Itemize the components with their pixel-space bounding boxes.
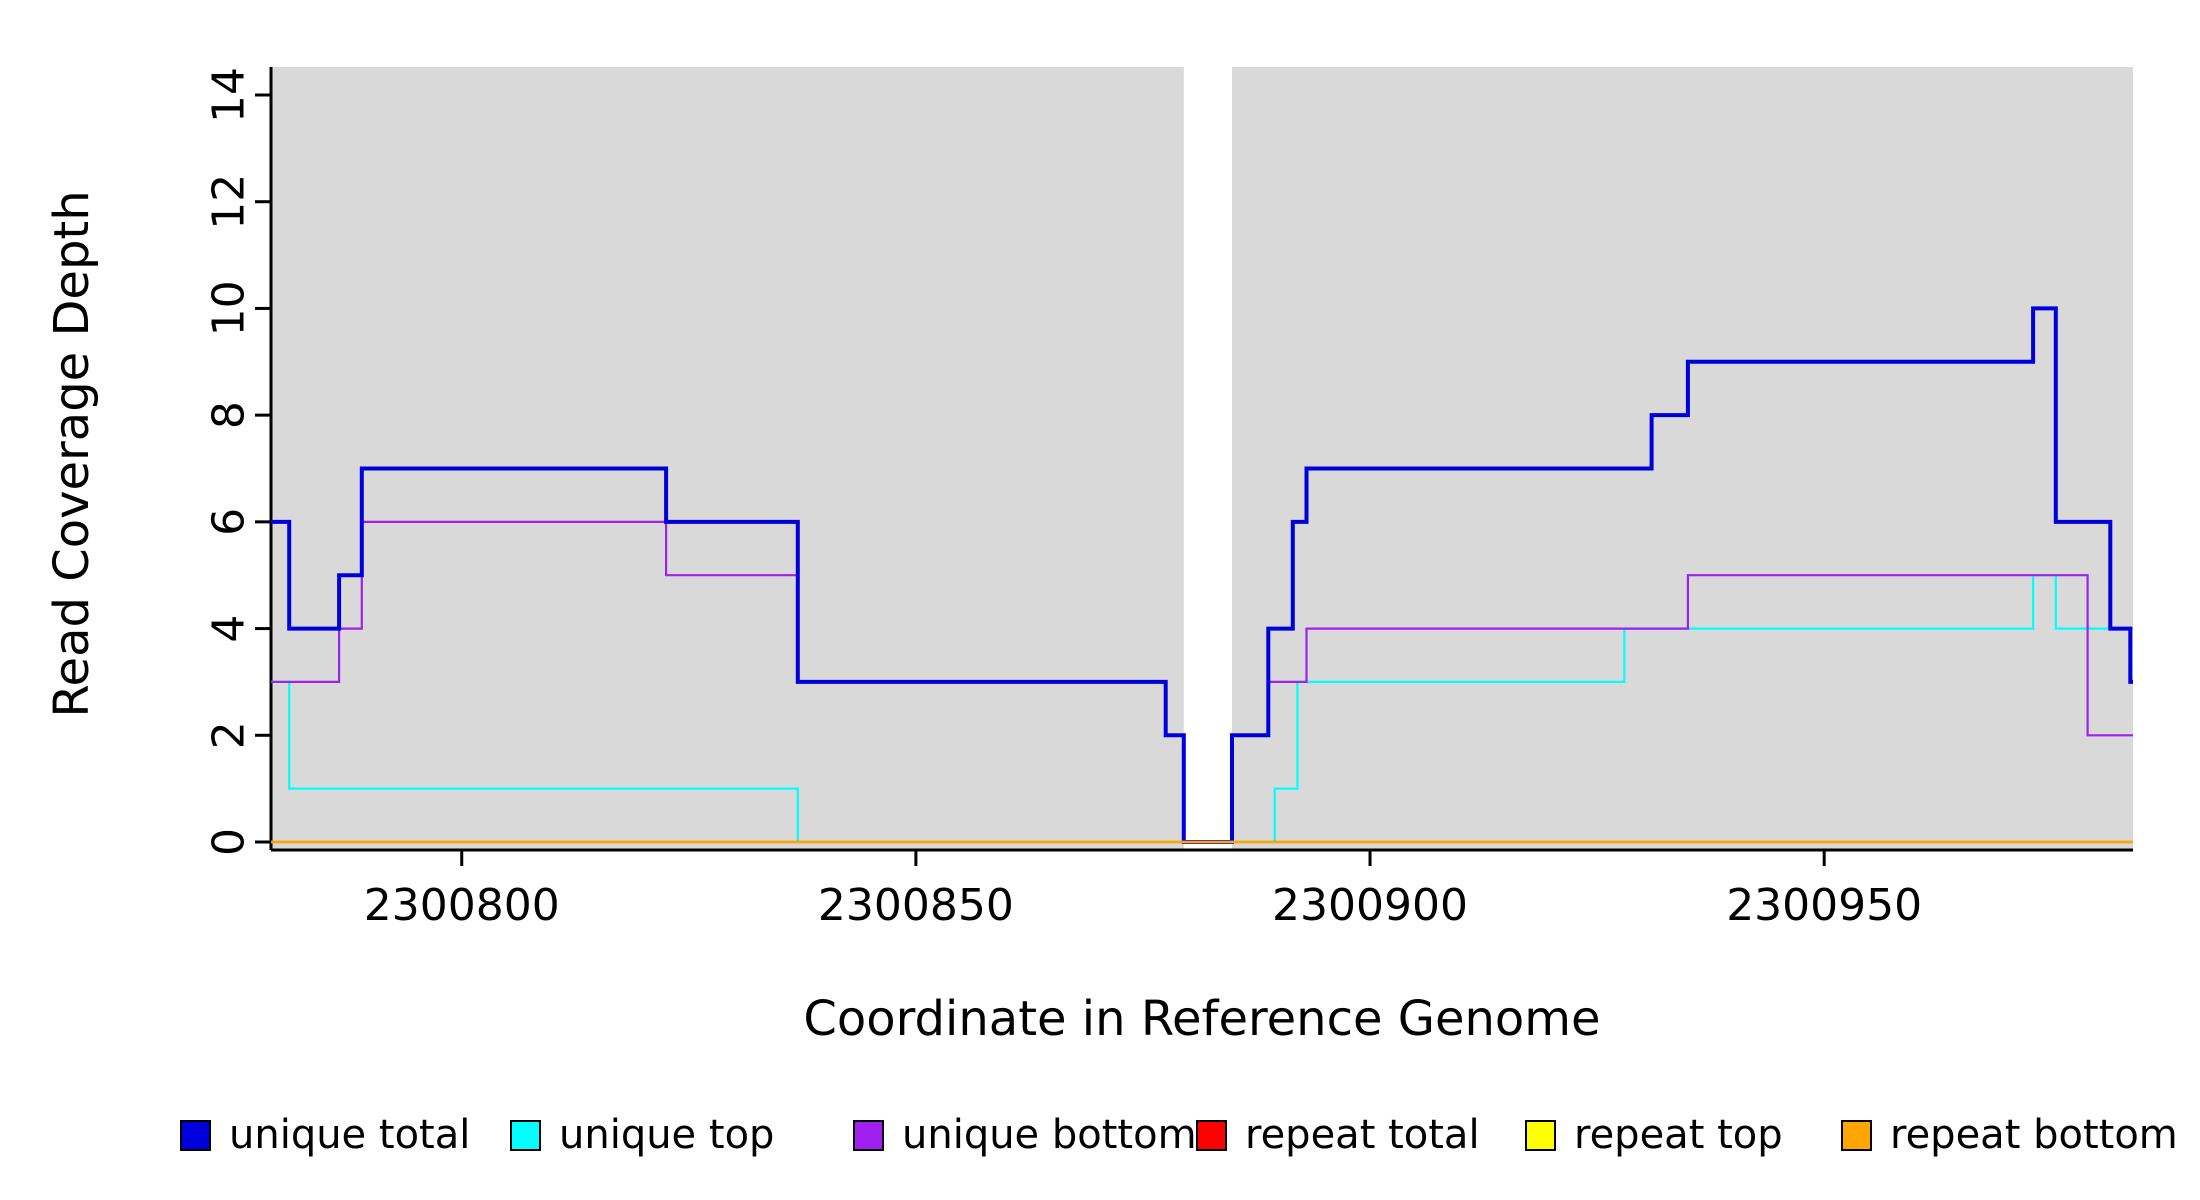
legend-swatch-repeat-bottom bbox=[1841, 1119, 1872, 1151]
legend-item-unique-total: unique total bbox=[180, 1112, 470, 1158]
x-tick-label: 2300950 bbox=[1726, 880, 1922, 931]
y-tick-label: 10 bbox=[204, 280, 255, 336]
x-tick-label: 2300900 bbox=[1272, 880, 1468, 931]
y-tick-label: 2 bbox=[204, 721, 255, 749]
y-tick-label: 12 bbox=[204, 174, 255, 230]
legend-label: unique total bbox=[229, 1112, 471, 1158]
y-tick-label: 4 bbox=[204, 615, 255, 643]
y-tick-label: 14 bbox=[204, 67, 255, 123]
legend-swatch-repeat-total bbox=[1196, 1119, 1227, 1151]
chart-canvas: 2300800 2300850 2300900 230095002468101214 … bbox=[44, 67, 2133, 1047]
legend-item-unique-bottom: unique bottom bbox=[853, 1112, 1197, 1158]
legend-label: repeat total bbox=[1245, 1112, 1480, 1158]
legend-label: repeat bottom bbox=[1890, 1112, 2178, 1158]
legend-item-repeat-total: repeat total bbox=[1196, 1112, 1480, 1158]
legend-label: unique top bbox=[559, 1112, 775, 1158]
legend-swatch-repeat-top bbox=[1525, 1119, 1556, 1151]
y-axis-title: Read Coverage Depth bbox=[44, 190, 100, 717]
legend-item-unique-top: unique top bbox=[510, 1112, 774, 1158]
x-tick-label: 2300850 bbox=[818, 880, 1014, 931]
y-tick-label: 8 bbox=[204, 401, 255, 429]
y-tick-label: 6 bbox=[204, 508, 255, 536]
legend-label: unique bottom bbox=[902, 1112, 1197, 1158]
legend-swatch-unique-total bbox=[180, 1119, 211, 1151]
y-tick-label: 0 bbox=[204, 828, 255, 856]
x-axis-title: Coordinate in Reference Genome bbox=[803, 991, 1600, 1047]
series-line-unique-total bbox=[271, 306, 2133, 844]
legend-label: repeat top bbox=[1574, 1112, 1783, 1158]
legend-swatch-unique-top bbox=[510, 1119, 541, 1151]
x-tick-label: 2300800 bbox=[364, 880, 560, 931]
legend-item-repeat-top: repeat top bbox=[1525, 1112, 1783, 1158]
legend-item-repeat-bottom: repeat bottom bbox=[1841, 1112, 2178, 1158]
legend-swatch-unique-bottom bbox=[853, 1119, 884, 1151]
coverage-gap-band bbox=[1183, 67, 1232, 850]
